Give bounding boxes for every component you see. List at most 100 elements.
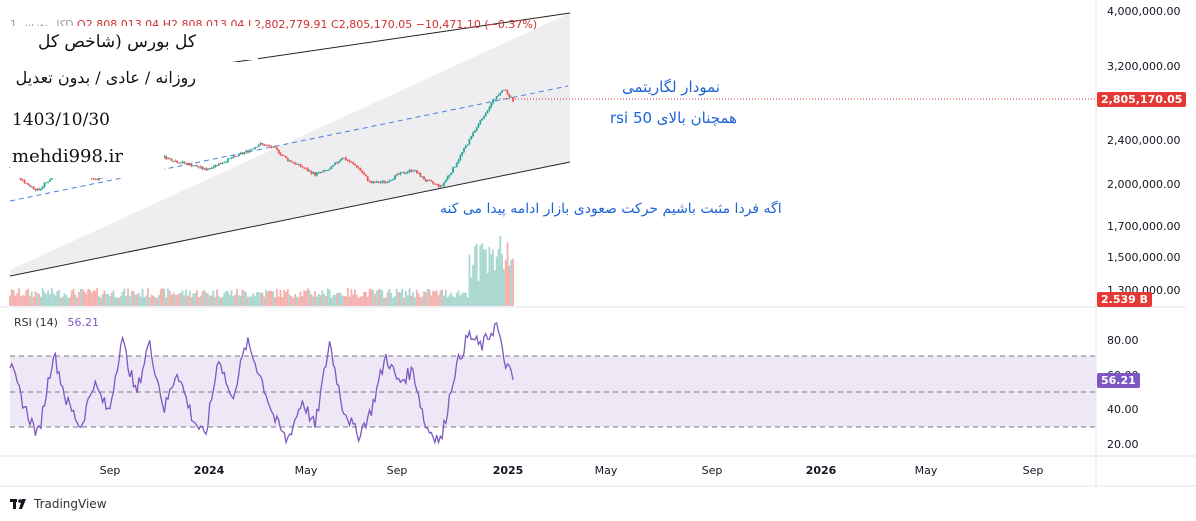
volume-bar [261,292,264,306]
volume-bar [88,289,91,306]
volume-bar [139,296,142,306]
volume-bar [54,295,57,306]
price-axis-label: 3,200,000.00 [1107,60,1180,73]
volume-bar [223,293,226,306]
volume-bar [136,294,139,306]
volume-bar [394,295,396,306]
volume-bar [188,290,191,306]
candle-body [423,176,425,180]
candle-body [25,183,28,184]
volume-bar [34,291,37,306]
volume-bar [141,288,144,306]
volume-bar [437,295,440,306]
channel-fill [10,13,570,275]
volume-bar [63,293,66,306]
candle-body [384,181,387,183]
candle-body [286,157,289,161]
candle-body [277,149,280,154]
volume-bar [38,293,40,306]
annotation-log-chart[interactable]: نمودار لگاریتمی [622,78,720,96]
volume-bar [143,297,146,306]
candle-body [50,177,53,180]
candle-body [201,166,204,170]
candle-body [488,107,491,111]
candle-body [461,152,464,156]
volume-bar [435,290,438,306]
volume-bar [199,295,202,306]
annotation-tomorrow[interactable]: اگه فردا مثبت باشیم حرکت صعودی بازار ادا… [440,201,782,217]
candle-body [263,144,266,146]
tradingview-logo[interactable]: TradingView [10,497,107,511]
candle-body [377,181,380,183]
candle-body [217,163,220,166]
volume-bar [217,296,220,306]
volume-bar [497,249,500,306]
candle-body [355,165,358,168]
channel-midline[interactable] [9,85,569,202]
volume-bar [228,294,231,306]
volume-bar [285,291,287,306]
volume-bar [39,296,42,306]
channel-lower-line[interactable] [9,161,571,277]
rsi-axis-label: 80.00 [1107,334,1139,347]
volume-bar [290,296,293,306]
candle-body [410,169,413,172]
volume-bar [47,290,50,306]
volume-bar [192,293,195,306]
volume-bar [118,297,120,306]
rsi-value: 56.21 [67,316,99,329]
candle-body [234,155,237,157]
time-axis-label: Sep [100,464,121,477]
rsi-legend[interactable]: RSI (14) 56.21 [14,316,99,329]
volume-bar [76,297,79,306]
volume-bar [56,291,59,306]
candle-body [261,143,264,145]
candle-body [375,181,378,183]
info-subtitle: روزانه / عادی / بدون تعدیل [10,62,258,100]
time-axis-label: 2026 [806,464,837,477]
volume-bar [294,293,296,306]
volume-bar [303,290,306,306]
annotation-rsi-above[interactable]: همچنان بالای 50 rsi [610,109,737,127]
candle-body [172,161,175,162]
volume-bar [503,268,505,306]
candle-body [305,168,307,170]
candle-body [363,172,365,175]
volume-bar [203,290,206,306]
interval[interactable]: 1D [10,18,74,31]
volume-bar [444,289,447,306]
volume-bar [257,291,260,306]
volume-bar [227,291,229,306]
volume-bar [352,294,355,306]
volume-bar [174,294,177,306]
candle-body [428,179,431,181]
candle-body [323,170,326,172]
volume-bar [241,289,244,306]
candle-body [188,163,191,166]
volume-bar [343,295,346,306]
candle-body [453,166,456,168]
volume-bar [245,292,247,306]
volume-bar [152,295,155,306]
volume-bar [105,294,108,306]
candle-body [283,155,286,157]
volume-bar [386,291,389,306]
volume-bar [334,294,336,306]
volume-bar [61,296,64,306]
volume-bar [459,295,462,306]
info-website: mehdi998.ir [10,142,164,178]
candle-body [183,161,186,164]
volume-bar [208,295,211,306]
volume-bar [492,249,494,306]
candle-body [38,188,40,190]
volume-bar [268,290,271,306]
volume-bar [379,288,382,306]
volume-bar [424,292,427,306]
candle-body [348,160,351,162]
volume-bar [306,288,309,306]
candle-body [174,160,177,162]
volume-bar [490,253,493,306]
candle-body [432,181,435,184]
volume-bar [114,296,117,306]
